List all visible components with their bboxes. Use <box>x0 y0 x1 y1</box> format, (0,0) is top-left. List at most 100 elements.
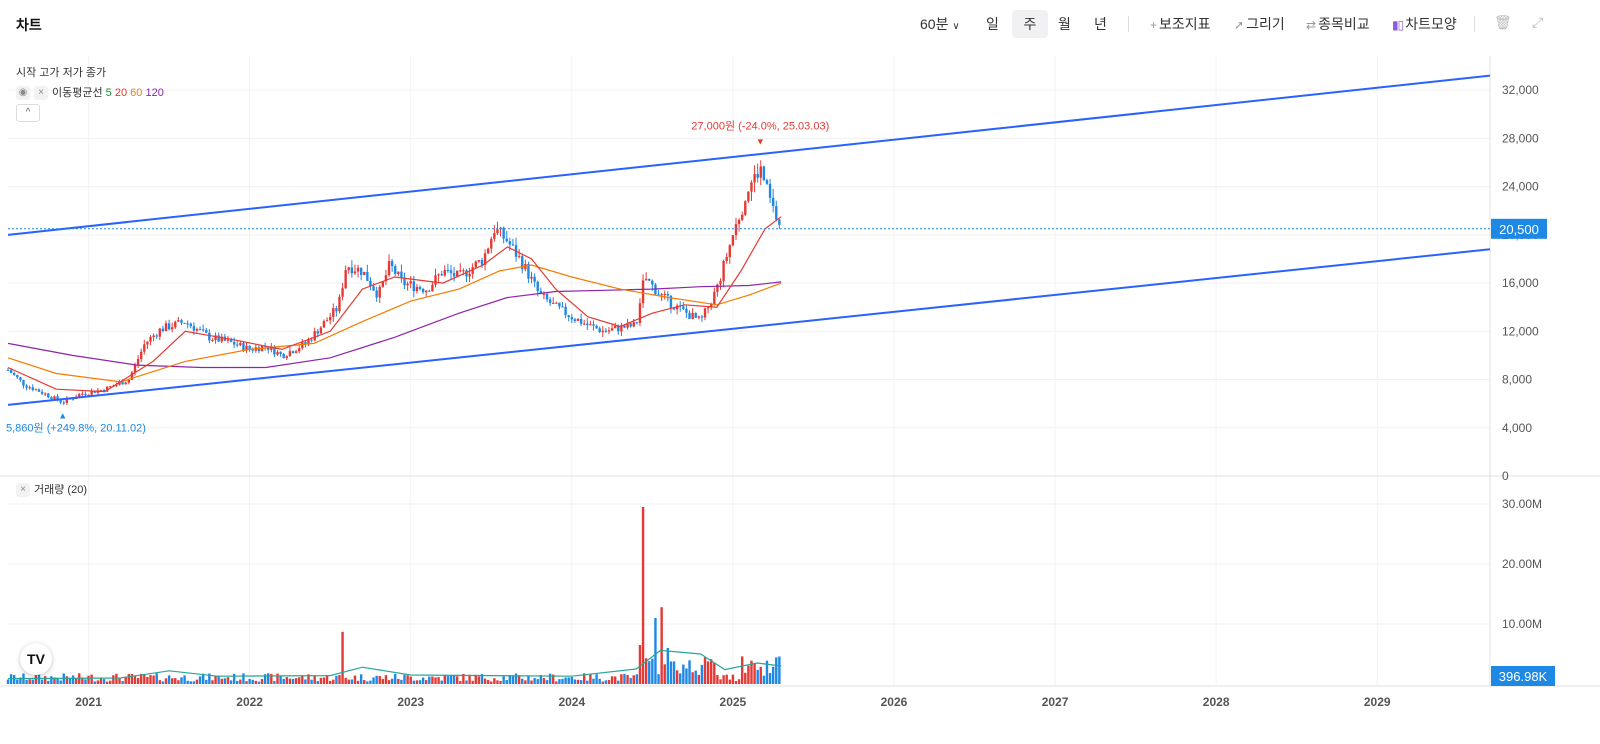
chart-svg[interactable]: 32,00028,00024,00020,00016,00012,0008,00… <box>0 56 1600 739</box>
candle-body <box>635 322 639 324</box>
volume-bar <box>654 618 657 684</box>
compare-button[interactable]: ⇄ 종목비교 <box>1298 10 1378 38</box>
current-price-label: 20,500 <box>1499 222 1539 237</box>
volume-bar <box>394 673 397 684</box>
period-year-button[interactable]: 년 <box>1094 16 1107 32</box>
period-day-button[interactable]: 일 <box>986 16 999 32</box>
candle-body <box>682 306 685 309</box>
volume-bar <box>440 680 443 684</box>
volume-bar <box>685 668 688 684</box>
volume-bar <box>765 660 769 684</box>
candle-body <box>778 219 781 225</box>
candle-body <box>508 241 512 245</box>
interval-dropdown[interactable]: 60분 ∨ <box>912 10 968 38</box>
candle-body <box>338 296 341 312</box>
candle-body <box>242 342 245 351</box>
candle-body <box>437 274 440 276</box>
candle-body <box>180 320 183 323</box>
price-tick-label: 28,000 <box>1502 131 1539 145</box>
candle-body <box>369 280 372 287</box>
candle-body <box>530 276 533 279</box>
chart-type-button[interactable]: ▮▯ 차트모양 <box>1384 10 1465 38</box>
close-icon[interactable]: × <box>34 86 48 101</box>
volume-bar <box>756 669 759 684</box>
volume-bar <box>666 648 670 684</box>
candle-body <box>750 182 753 192</box>
candle-body <box>660 294 663 296</box>
volume-bar <box>644 658 648 684</box>
candle-body <box>133 364 137 373</box>
volume-bar <box>737 679 741 684</box>
period-month-button[interactable]: 월 <box>1058 16 1071 32</box>
candle-body <box>440 274 443 276</box>
volume-bar <box>474 674 477 684</box>
volume-bar <box>124 676 127 684</box>
volume-bar <box>576 679 580 684</box>
volume-bar <box>390 678 394 684</box>
ma60-line <box>7 264 782 383</box>
draw-label: 그리기 <box>1246 16 1285 32</box>
volume-bar <box>465 680 468 684</box>
volume-bar <box>109 680 112 684</box>
volume-bar <box>620 674 623 684</box>
candle-body <box>675 305 679 310</box>
candle-body <box>623 325 626 328</box>
trend-line <box>7 248 1491 406</box>
candle-body <box>90 390 93 395</box>
tradingview-logo: TV <box>20 643 52 675</box>
candle-body <box>644 279 648 281</box>
volume-bar <box>437 677 440 684</box>
trash-icon[interactable]: 🗑 <box>1494 14 1512 30</box>
volume-bar <box>387 680 391 684</box>
candle-body <box>400 271 403 278</box>
volume-bar <box>558 679 561 684</box>
volume-bar <box>174 678 177 684</box>
candle-body <box>418 286 422 289</box>
candle-body <box>149 337 152 342</box>
volume-bar <box>573 679 577 684</box>
candle-body <box>322 321 326 328</box>
draw-button[interactable]: ➚ 그리기 <box>1226 10 1293 38</box>
candle-body <box>288 351 292 357</box>
volume-bar <box>180 677 183 684</box>
close-icon[interactable]: × <box>16 483 30 498</box>
volume-bar <box>338 674 341 684</box>
volume-bar <box>679 673 682 684</box>
volume-bar <box>84 679 87 684</box>
volume-bar <box>775 657 778 684</box>
volume-bar <box>669 661 673 684</box>
eye-off-icon[interactable]: ◉ <box>16 86 30 101</box>
volume-bar <box>223 678 227 684</box>
volume-bar <box>521 678 524 684</box>
period-week-button[interactable]: 주 <box>1012 10 1048 38</box>
collapse-icon[interactable]: ⤢ <box>1532 14 1544 30</box>
candle-body <box>22 380 25 386</box>
candle-body <box>455 270 459 277</box>
candle-body <box>152 335 155 338</box>
volume-bar <box>675 670 679 684</box>
volume-bar <box>713 663 716 684</box>
volume-bar <box>462 673 465 684</box>
volume-bar <box>431 676 434 684</box>
volume-bar <box>722 675 725 684</box>
volume-bar <box>19 677 22 684</box>
candle-body <box>124 382 127 385</box>
date-tick-label: 2028 <box>1203 695 1230 709</box>
volume-legend: × 거래량 (20) <box>16 481 87 498</box>
indicators-button[interactable]: + 보조지표 <box>1142 10 1219 38</box>
date-tick-label: 2025 <box>720 695 747 709</box>
candle-body <box>483 253 487 265</box>
volume-bar <box>248 679 251 684</box>
volume-bar <box>143 674 146 684</box>
volume-bar <box>260 679 264 684</box>
legend-collapse-button[interactable]: ^ <box>16 104 40 122</box>
volume-bar <box>201 673 205 684</box>
volume-bar <box>604 680 608 684</box>
candle-body <box>363 271 366 276</box>
chart-area[interactable]: 32,00028,00024,00020,00016,00012,0008,00… <box>0 56 1600 739</box>
candle-body <box>431 284 434 292</box>
volume-bar <box>555 681 558 684</box>
high-marker-icon: ▼ <box>756 136 765 146</box>
candle-body <box>9 369 13 374</box>
volume-bar <box>567 677 570 684</box>
